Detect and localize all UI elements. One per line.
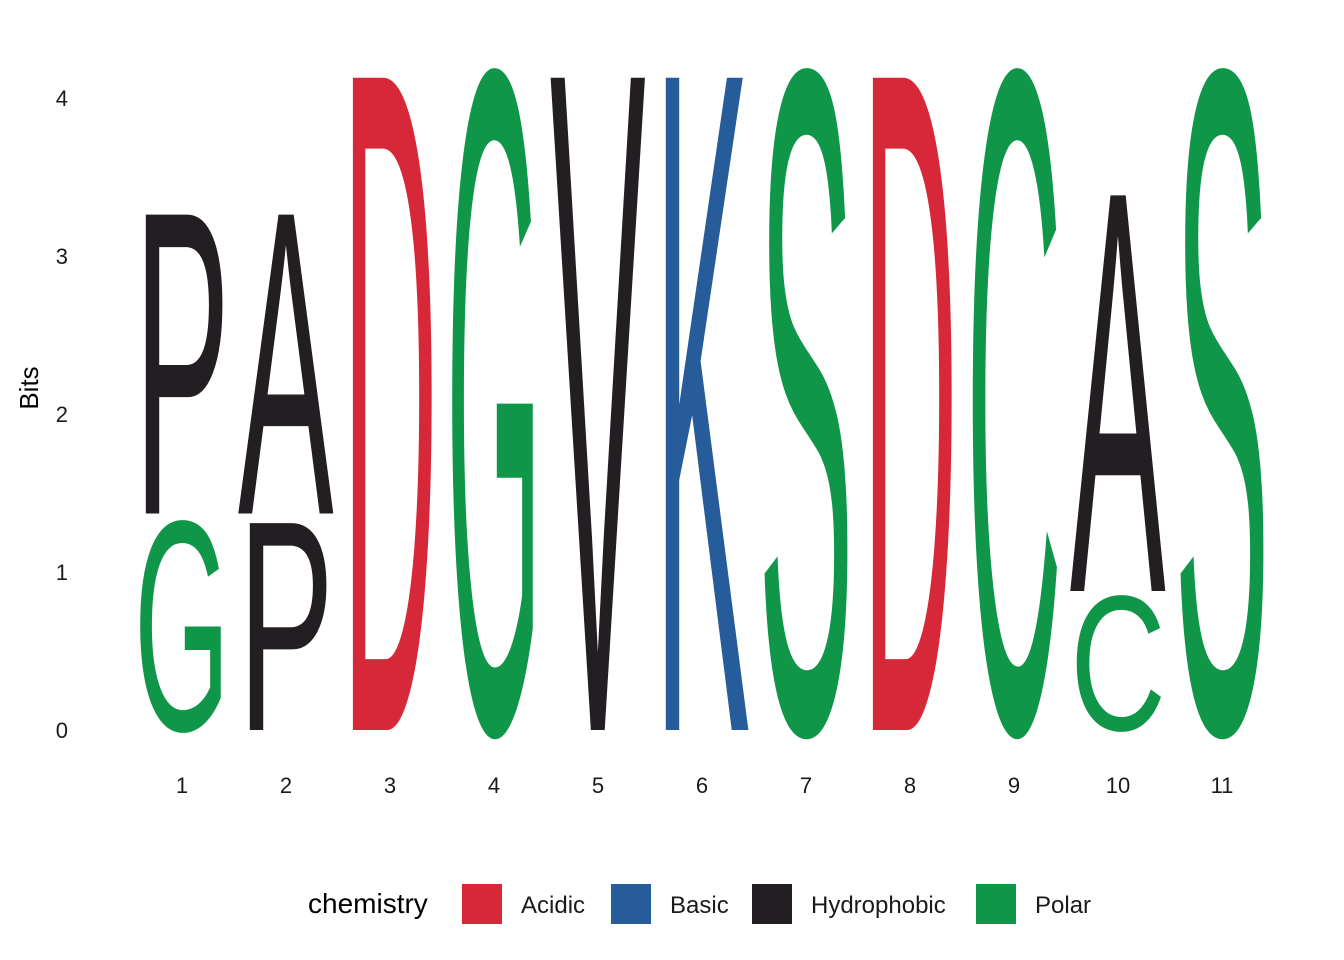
logo-letter: C: [966, 0, 1062, 880]
x-tick-label: 8: [904, 773, 916, 798]
legend-label-basic: Basic: [670, 892, 729, 919]
y-tick-label: 2: [56, 402, 68, 427]
logo-letter: G: [134, 458, 230, 794]
logo-letter: A: [238, 120, 334, 606]
legend-swatch-acidic: [462, 884, 502, 924]
x-tick-label: 5: [592, 773, 604, 798]
legend-swatch-polar: [976, 884, 1016, 924]
logo-letter: V: [550, 0, 646, 880]
y-tick-label: 3: [56, 244, 68, 269]
x-tick-label: 9: [1008, 773, 1020, 798]
logo-letter: S: [1174, 0, 1270, 880]
x-tick-label: 10: [1106, 773, 1130, 798]
x-tick-label: 11: [1211, 773, 1234, 798]
y-axis-title: Bits: [14, 366, 44, 409]
legend-title: chemistry: [308, 888, 428, 919]
y-tick-label: 1: [56, 560, 68, 585]
x-tick-label: 7: [800, 773, 812, 798]
legend-swatch-basic: [611, 884, 651, 924]
x-tick-label: 2: [280, 773, 292, 798]
legend-swatch-hydrophobic: [752, 884, 792, 924]
legend-label-acidic: Acidic: [521, 892, 586, 919]
logo-letter: P: [238, 458, 334, 793]
x-tick-label: 1: [176, 773, 188, 798]
y-axis-ticks: 0 1 2 3 4: [56, 86, 68, 743]
logo-letter: P: [134, 120, 230, 606]
logo-letter: D: [342, 0, 438, 880]
x-axis-ticks: 1 2 3 4 5 6 7 8 9 10 11: [176, 773, 1234, 798]
legend-label-polar: Polar: [1035, 892, 1092, 919]
y-tick-label: 0: [56, 718, 68, 743]
logo-letter: S: [758, 0, 854, 880]
logo-letter: K: [654, 0, 750, 880]
legend-label-hydrophobic: Hydrophobic: [811, 892, 946, 919]
y-tick-label: 4: [56, 86, 68, 111]
x-tick-label: 3: [384, 773, 396, 798]
logo-letter: G: [446, 0, 542, 880]
logo-letter: A: [1070, 71, 1166, 713]
x-tick-label: 4: [488, 773, 500, 798]
logo-letter: C: [1070, 556, 1166, 772]
x-tick-label: 6: [696, 773, 708, 798]
legend: chemistry Acidic Basic Hydrophobic Polar: [0, 878, 1344, 938]
logo-letter: D: [862, 0, 958, 880]
